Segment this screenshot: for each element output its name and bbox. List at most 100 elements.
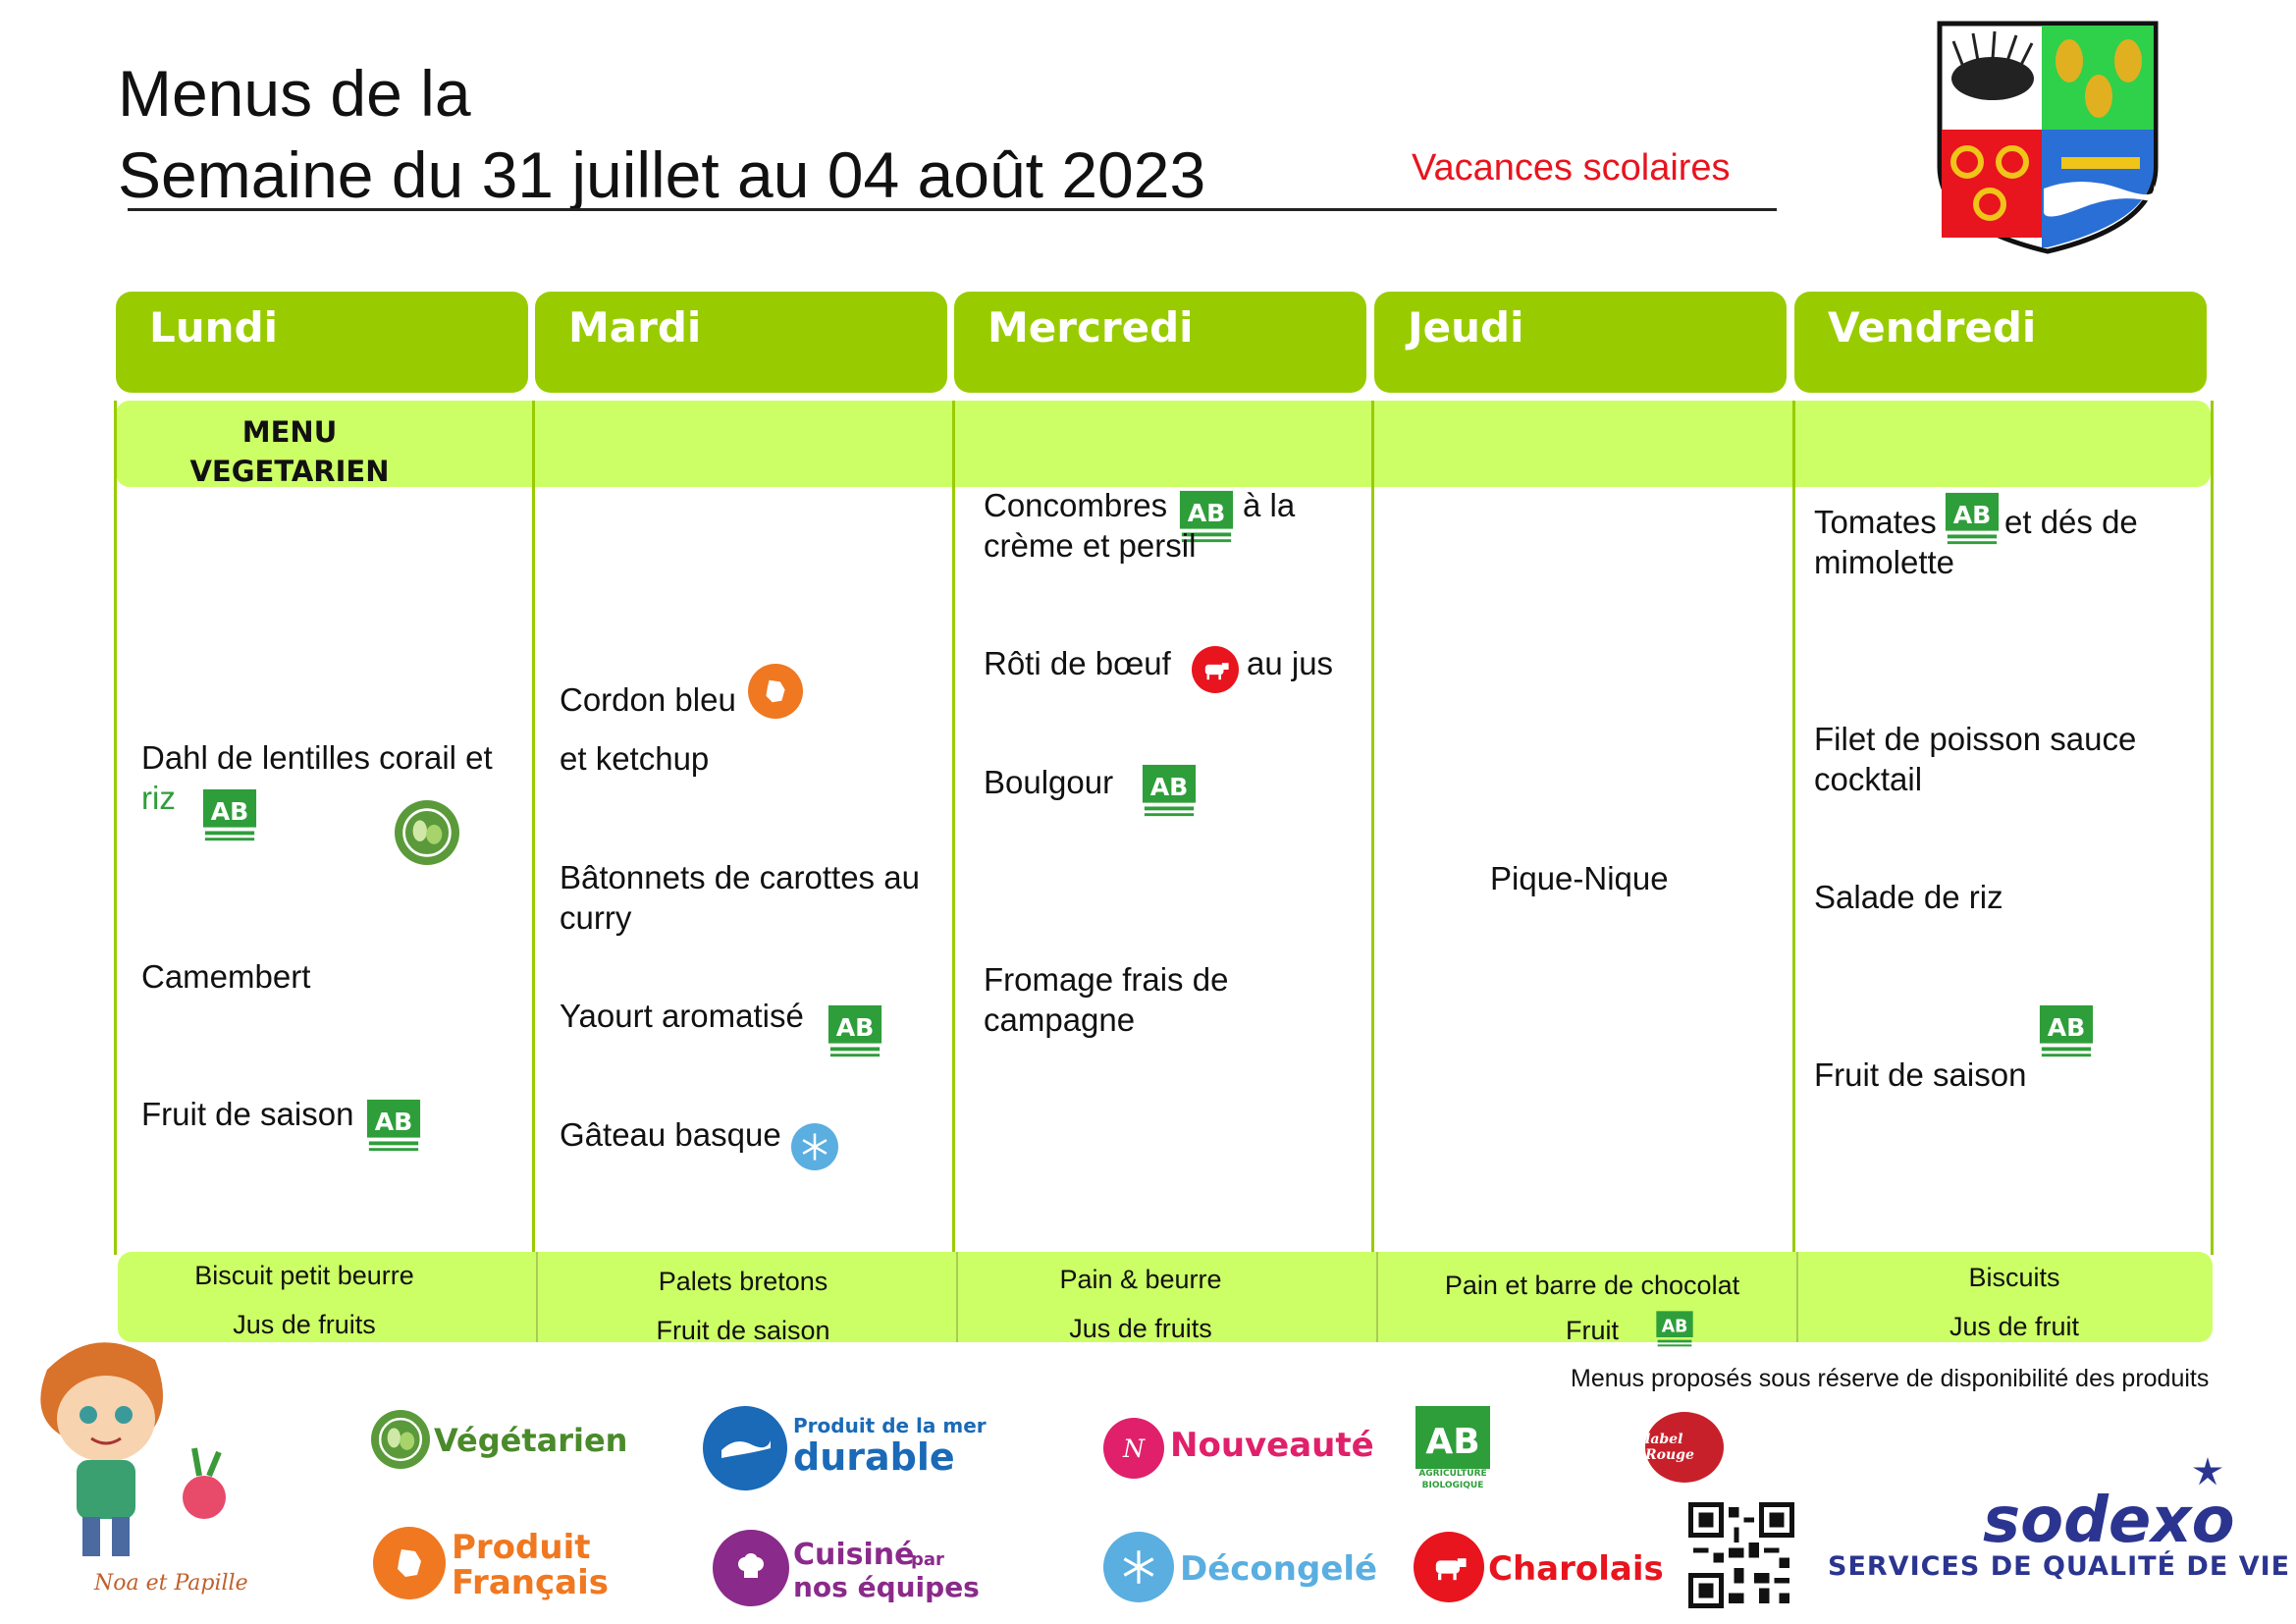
column-divider — [2211, 401, 2214, 1255]
organic-ab-icon: AB — [2038, 1003, 2095, 1060]
legend-mer-line1: Produit de la mer — [793, 1414, 987, 1437]
sodexo-star-icon — [2193, 1457, 2222, 1487]
mercredi-dish-dairy: Fromage frais de — [984, 961, 1229, 998]
title-underline — [128, 208, 1777, 211]
mascot-illustration-icon — [8, 1330, 253, 1566]
snack-band — [118, 1252, 2213, 1342]
frozen-snowflake-icon — [791, 1123, 838, 1170]
organic-ab-icon: AB — [827, 1003, 883, 1060]
availability-disclaimer: Menus proposés sous réserve de disponibi… — [1571, 1365, 2210, 1392]
chef-hat-icon — [713, 1530, 789, 1606]
coat-of-arms-icon — [1934, 20, 2169, 255]
mercredi-dish-dairy-line2: campagne — [984, 1001, 1136, 1038]
snack-divider — [956, 1252, 958, 1342]
svg-text:AB: AB — [1662, 1318, 1688, 1337]
vendredi-dish-main-line2: cocktail — [1814, 761, 1923, 797]
snack-divider — [536, 1252, 538, 1342]
legend-charolais: Charolais — [1488, 1549, 1664, 1589]
legend-ab-line1: AGRICULTURE — [1418, 1469, 1487, 1479]
svg-text:N: N — [1122, 1435, 1146, 1463]
day-header-vendredi: Vendredi — [1794, 292, 2207, 393]
lundi-dish-main-rice: riz — [141, 780, 176, 816]
vendredi-dish-starter-suffix: et dés de — [2004, 504, 2138, 540]
vendredi-snack-2: Jus de fruit — [1949, 1312, 2080, 1341]
jeudi-snack-2: Fruit — [1566, 1316, 1619, 1345]
vendredi-snack-1: Biscuits — [1968, 1263, 2060, 1292]
organic-ab-icon: AB — [1141, 763, 1198, 820]
mercredi-dish-starter-line2: crème et persil — [984, 527, 1197, 564]
label-rouge-icon: label Rouge — [1645, 1412, 1724, 1483]
jeudi-dish-main: Pique-Nique — [1490, 860, 1669, 896]
mardi-dish-dairy: Yaourt aromatisé — [560, 998, 804, 1034]
charolais-legend-icon — [1414, 1532, 1484, 1602]
mercredi-dish-main-suffix: au jus — [1247, 645, 1334, 681]
snack-divider — [1376, 1252, 1378, 1342]
sodexo-logo: sodexo — [1983, 1485, 2235, 1557]
legend-cuisine-par: par — [911, 1549, 944, 1570]
holiday-note: Vacances scolaires — [1412, 147, 1731, 189]
menu-type-band — [116, 401, 2211, 487]
legend-mer-line2: durable — [793, 1435, 955, 1479]
legend-produit-line1: Produit — [452, 1528, 591, 1567]
french-product-icon — [748, 664, 803, 719]
vendredi-dish-starter-line2: mimolette — [1814, 544, 1955, 580]
day-header-mardi: Mardi — [535, 292, 947, 393]
svg-text:AB: AB — [836, 1013, 875, 1042]
legend-nouveaute: Nouveauté — [1170, 1426, 1374, 1465]
vendredi-dish-dessert: Fruit de saison — [1814, 1056, 2027, 1093]
organic-ab-icon: AB — [1655, 1310, 1694, 1349]
mardi-dish-dessert: Gâteau basque — [560, 1116, 781, 1153]
svg-text:AB: AB — [2048, 1013, 2086, 1042]
svg-text:AB: AB — [1425, 1422, 1479, 1462]
legend-decongele: Décongelé — [1180, 1549, 1378, 1589]
column-divider — [952, 401, 955, 1255]
lundi-snack-1: Biscuit petit beurre — [194, 1261, 414, 1290]
organic-ab-icon: AB — [201, 787, 258, 844]
organic-ab-legend-icon: AB — [1414, 1404, 1492, 1496]
legend-ab-line2: BIOLOGIQUE — [1421, 1481, 1484, 1490]
sea-product-icon — [703, 1406, 787, 1490]
vendredi-dish-starter: Tomates — [1814, 504, 1937, 540]
mardi-dish-veg-line2: curry — [560, 899, 632, 936]
page-title-line1: Menus de la — [118, 57, 471, 130]
page-title-line2: Semaine du 31 juillet au 04 août 2023 — [118, 138, 1206, 211]
vegetarian-legend-icon — [371, 1410, 430, 1469]
svg-text:AB: AB — [1953, 501, 1992, 529]
column-divider — [1792, 401, 1795, 1255]
vegetarian-icon — [395, 800, 459, 865]
mardi-snack-2: Fruit de saison — [656, 1316, 830, 1345]
jeudi-snack-1: Pain et barre de chocolat — [1444, 1271, 1740, 1300]
svg-text:AB: AB — [1150, 773, 1189, 801]
day-header-jeudi: Jeudi — [1374, 292, 1787, 393]
new-product-icon: N — [1103, 1418, 1164, 1479]
organic-ab-icon: AB — [1178, 489, 1235, 546]
organic-ab-icon: AB — [1944, 491, 2001, 548]
lundi-snack-2: Jus de fruits — [233, 1310, 376, 1339]
mercredi-dish-starter-suffix: à la — [1243, 487, 1296, 523]
lundi-dish-cheese: Camembert — [141, 958, 311, 995]
mercredi-dish-main: Rôti de bœuf — [984, 645, 1171, 681]
mardi-snack-1: Palets bretons — [658, 1267, 828, 1296]
organic-ab-icon: AB — [365, 1098, 422, 1155]
mardi-dish-main-side: et ketchup — [560, 740, 710, 777]
vendredi-dish-side: Salade de riz — [1814, 879, 2003, 915]
column-divider — [114, 401, 117, 1255]
mercredi-dish-starter: Concombres — [984, 487, 1168, 523]
svg-text:AB: AB — [375, 1108, 413, 1136]
mascot-name: Noa et Papille — [94, 1571, 248, 1596]
day-header-lundi: Lundi — [116, 292, 528, 393]
mercredi-snack-2: Jus de fruits — [1069, 1314, 1212, 1343]
svg-text:AB: AB — [1188, 499, 1226, 527]
qr-code-icon[interactable] — [1688, 1502, 1794, 1608]
column-divider — [532, 401, 535, 1255]
column-divider — [1371, 401, 1374, 1255]
svg-text:AB: AB — [211, 797, 249, 826]
lundi-dish-dessert: Fruit de saison — [141, 1096, 354, 1132]
mercredi-dish-side: Boulgour — [984, 764, 1114, 800]
legend-produit-line2: Français — [452, 1563, 609, 1602]
mercredi-snack-1: Pain & beurre — [1059, 1265, 1222, 1294]
lundi-dish-main: Dahl de lentilles corail et — [141, 739, 493, 776]
mardi-dish-veg: Bâtonnets de carottes au — [560, 859, 920, 895]
label-rouge-text: label Rouge — [1645, 1432, 1694, 1463]
sodexo-tagline: SERVICES DE QUALITÉ DE VIE — [1828, 1551, 2291, 1582]
